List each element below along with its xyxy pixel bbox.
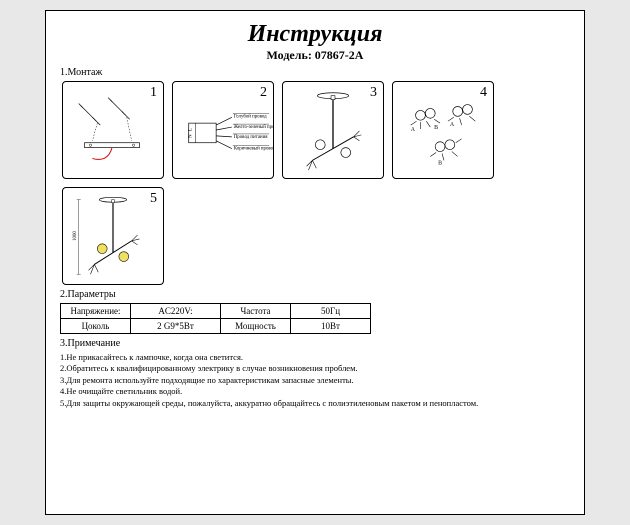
table-row: Цоколь 2 G9*5Вт Мощность 10Вт bbox=[61, 319, 371, 334]
wire-power: Провод питания bbox=[234, 135, 268, 140]
param-cell: Цоколь bbox=[61, 319, 131, 334]
param-cell: Напряжение: bbox=[61, 304, 131, 319]
step-1: 1 bbox=[62, 81, 164, 179]
param-cell: 50Гц bbox=[291, 304, 371, 319]
param-cell: Частота bbox=[221, 304, 291, 319]
note-line: 2.Обратитесь к квалифицированному электр… bbox=[60, 363, 570, 374]
wire-brown: Коричневый провод bbox=[234, 147, 273, 152]
param-cell: AC220V: bbox=[131, 304, 221, 319]
note-line: 3.Для ремонта используйте подходящие по … bbox=[60, 375, 570, 386]
note-line: 1.Не прикасайтесь к лампочке, когда она … bbox=[60, 352, 570, 363]
notes-list: 1.Не прикасайтесь к лампочке, когда она … bbox=[60, 352, 570, 409]
driver-label: N bbox=[189, 134, 194, 138]
height-label: 1000 bbox=[73, 231, 78, 241]
model-label: Модель: 07867-2A bbox=[60, 48, 570, 63]
step-2: 2 N L Голубой провод Желто-зеленый прово… bbox=[172, 81, 274, 179]
page-title: Инструкция bbox=[60, 21, 570, 48]
section-assembly: 1.Монтаж bbox=[60, 67, 570, 78]
wire-blue: Голубой провод bbox=[234, 114, 267, 119]
svg-text:B: B bbox=[434, 125, 438, 131]
param-cell: Мощность bbox=[221, 319, 291, 334]
param-cell: 2 G9*5Вт bbox=[131, 319, 221, 334]
step-4: 4 A B A bbox=[392, 81, 494, 179]
step1-diagram bbox=[63, 82, 163, 178]
svg-text:B: B bbox=[438, 160, 442, 166]
section-notes: 3.Примечание bbox=[60, 338, 570, 349]
note-line: 5.Для защиты окружающей среды, пожалуйст… bbox=[60, 398, 570, 409]
svg-text:A: A bbox=[411, 127, 416, 133]
instruction-page: Инструкция Модель: 07867-2A 1.Монтаж 1 bbox=[45, 10, 585, 515]
driver-label: L bbox=[189, 128, 194, 131]
note-line: 4.Не очищайте светильник водой. bbox=[60, 386, 570, 397]
step-5: 5 1000 bbox=[62, 187, 164, 285]
params-table: Напряжение: AC220V: Частота 50Гц Цоколь … bbox=[60, 303, 371, 334]
step4-diagram: A B A B bbox=[393, 82, 493, 178]
param-cell: 10Вт bbox=[291, 319, 371, 334]
step3-diagram bbox=[283, 82, 383, 178]
assembly-steps: 1 2 bbox=[62, 81, 570, 285]
table-row: Напряжение: AC220V: Частота 50Гц bbox=[61, 304, 371, 319]
step5-diagram: 1000 bbox=[63, 188, 163, 284]
wire-yellowgreen: Желто-зеленый провод bbox=[234, 125, 273, 130]
section-params: 2.Параметры bbox=[60, 289, 570, 300]
step-3: 3 bbox=[282, 81, 384, 179]
svg-text:A: A bbox=[450, 122, 455, 128]
step2-diagram: N L Голубой провод Желто-зеленый провод … bbox=[173, 82, 273, 178]
